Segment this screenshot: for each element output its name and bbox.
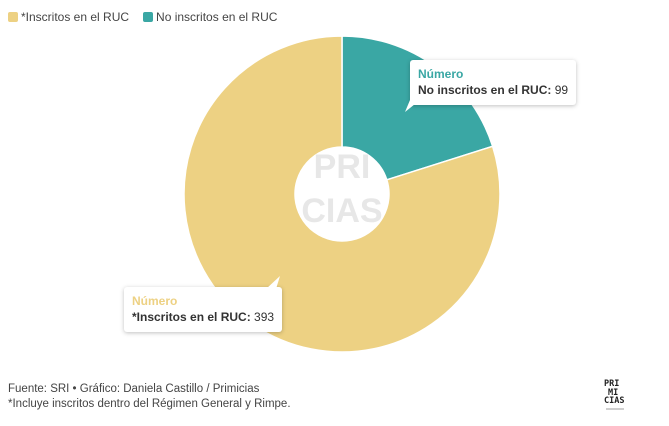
legend-item-no-inscritos[interactable]: No inscritos en el RUC — [143, 10, 277, 24]
chart-footer: Fuente: SRI • Gráfico: Daniela Castillo … — [8, 382, 291, 412]
legend-label-no-inscritos: No inscritos en el RUC — [156, 10, 278, 24]
tooltip-title: Número — [132, 294, 178, 308]
tooltip-value: 393 — [254, 310, 275, 324]
tooltip-inscritos: Número *Inscritos en el RUC: 393 — [124, 287, 283, 332]
donut-slice-no-inscritos[interactable] — [341, 35, 494, 181]
chart-legend: *Inscritos en el RUC No inscritos en el … — [8, 10, 277, 24]
legend-label-inscritos: *Inscritos en el RUC — [21, 10, 130, 24]
legend-item-inscritos[interactable]: *Inscritos en el RUC — [8, 10, 129, 24]
legend-swatch-no-inscritos — [143, 12, 154, 22]
tooltip-title: Número — [418, 67, 464, 81]
primicias-logo: PRI MI CIAS — [604, 380, 632, 410]
footer-note: *Incluye inscritos dentro del Régimen Ge… — [8, 398, 291, 410]
donut-slice-inscritos[interactable] — [183, 35, 501, 353]
tooltip-value: 99 — [554, 83, 569, 97]
tooltip-no-inscritos: Número No inscritos en el RUC: 99 — [410, 60, 577, 105]
donut-slices — [183, 35, 501, 353]
logo-line-1: PRI — [604, 379, 620, 389]
tooltip-line: No inscritos en el RUC: 99 — [418, 82, 568, 98]
center-watermark: PRI CIAS — [301, 148, 382, 230]
tooltip-label: *Inscritos en el RUC: — [132, 310, 251, 324]
watermark-line-1: PRI — [314, 148, 371, 186]
tooltip-pointer-inscritos — [266, 276, 280, 289]
tooltip-line: *Inscritos en el RUC: 393 — [132, 309, 274, 325]
logo-underline — [606, 407, 624, 410]
logo-line-2: MI — [608, 387, 619, 398]
logo-line-3: CIAS — [604, 396, 625, 406]
watermark-line-2: CIAS — [301, 192, 382, 230]
legend-swatch-inscritos — [8, 12, 18, 22]
tooltip-pointer-no-inscritos — [405, 100, 420, 112]
footer-source: Fuente: SRI • Gráfico: Daniela Castillo … — [8, 383, 260, 395]
tooltip-label: No inscritos en el RUC: — [418, 83, 552, 97]
